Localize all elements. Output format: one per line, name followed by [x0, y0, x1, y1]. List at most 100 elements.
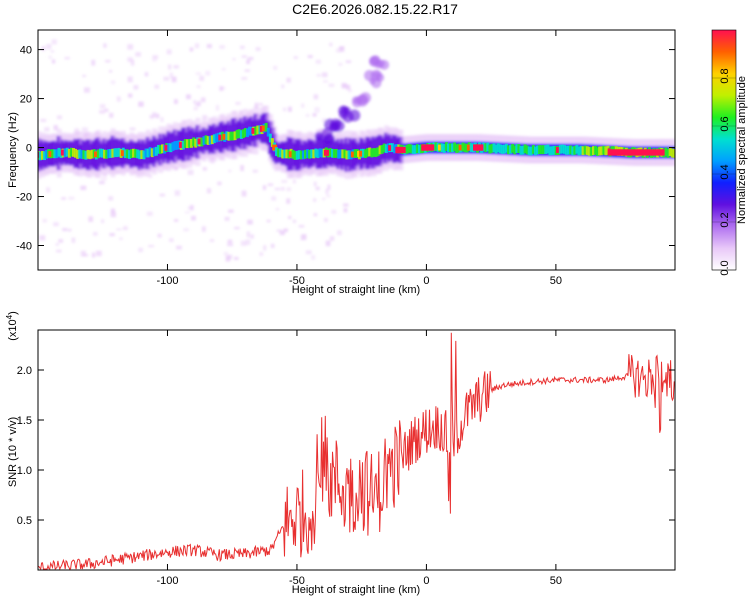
ridge-core [117, 147, 121, 157]
ridge-core [132, 148, 136, 158]
ridge-core [308, 149, 312, 159]
noise-cell [227, 239, 233, 243]
noise-cell [259, 252, 264, 256]
noise-cell [46, 187, 51, 193]
noise-cell [185, 94, 191, 100]
ridge-core [442, 144, 446, 153]
ridge-peak [288, 151, 294, 158]
ridge-core [299, 150, 303, 160]
branch-cell [314, 131, 324, 141]
noise-cell [244, 69, 250, 72]
noise-cell [152, 112, 157, 118]
ridge-core [542, 145, 546, 155]
noise-cell [105, 60, 111, 63]
noise-cell [110, 211, 116, 218]
x-tick-label: -50 [289, 275, 305, 287]
noise-cell [205, 70, 211, 76]
noise-cell [135, 52, 142, 57]
noise-cell [292, 219, 297, 223]
noise-cell [128, 93, 133, 98]
ridge-core [130, 149, 134, 158]
noise-cell [127, 57, 133, 62]
noise-cell [293, 56, 298, 59]
noise-cell [348, 89, 352, 93]
ridge-core [587, 146, 591, 156]
noise-cell [199, 75, 205, 81]
ridge-core [148, 147, 152, 156]
ridge-core [57, 147, 61, 157]
ridge-core [310, 149, 314, 159]
noise-cell [274, 187, 280, 191]
ridge-core [482, 142, 486, 152]
ridge-core [571, 146, 575, 156]
noise-cell [336, 48, 342, 53]
ridge-core [229, 131, 233, 141]
noise-cell [200, 97, 206, 103]
ridge-core [123, 149, 127, 159]
ridge-core [301, 150, 305, 160]
ridge-core [370, 148, 374, 158]
ridge-core [440, 143, 444, 153]
ridge-core [380, 145, 384, 154]
noise-cell [221, 86, 226, 90]
noise-cell [313, 181, 317, 187]
ridge-core [585, 146, 589, 156]
ridge-strong-segment [607, 149, 665, 156]
noise-cell [288, 216, 292, 219]
noise-cell [283, 107, 287, 112]
ridge-peak [350, 151, 356, 158]
noise-cell [329, 236, 335, 241]
noise-cell [64, 57, 70, 60]
ridge-peak [251, 127, 257, 134]
ridge-core [279, 148, 283, 158]
ridge-strong-segment [395, 146, 406, 154]
ridge-core [125, 149, 129, 159]
ridge-core [413, 145, 417, 154]
noise-cell [144, 72, 149, 77]
ridge-core [101, 148, 105, 158]
noise-cell [109, 233, 115, 237]
ridge-core [173, 141, 177, 150]
ridge-core [668, 147, 672, 156]
noise-cell [338, 62, 343, 66]
colorbar-ticks: 0.0 0.2 0.4 0.6 0.8 [712, 68, 736, 276]
noise-cell [109, 70, 113, 73]
ridge-strong-segment [473, 144, 484, 151]
noise-cell [315, 59, 321, 64]
noise-cell [225, 255, 231, 262]
ridge-core [297, 150, 301, 160]
noise-cell [154, 84, 160, 89]
noise-cell [281, 84, 285, 89]
ridge-core [72, 147, 76, 157]
branch-cell [329, 122, 340, 133]
ridge-core [38, 151, 42, 161]
noise-cell [99, 104, 106, 109]
ridge-core [264, 122, 268, 132]
noise-cell [275, 208, 280, 211]
ridge-core [368, 147, 372, 157]
x-tick-label: 50 [550, 275, 562, 287]
ridge-core [486, 142, 490, 152]
noise-cell [51, 39, 57, 45]
ridge-core [212, 134, 216, 144]
ridge-core [484, 143, 488, 153]
spectrogram-core-layer [38, 122, 675, 161]
ridge-core [382, 143, 386, 153]
y-tick-label: 40 [20, 45, 32, 57]
ridge-core [328, 148, 332, 157]
ridge-core [393, 144, 397, 154]
ridge-core [111, 148, 115, 158]
noise-cell [152, 55, 159, 59]
ridge-core [65, 147, 69, 157]
ridge-core [53, 149, 57, 159]
ridge-peak [466, 144, 472, 151]
noise-cell [110, 208, 115, 213]
noise-cell [152, 58, 157, 62]
ridge-core [235, 129, 239, 139]
spectrogram-xlabel: Height of straight line (km) [292, 284, 420, 296]
noise-cell [116, 228, 122, 231]
noise-cell [338, 46, 344, 50]
noise-cell [219, 45, 225, 49]
noise-cell [329, 42, 333, 47]
noise-cell [224, 216, 230, 221]
